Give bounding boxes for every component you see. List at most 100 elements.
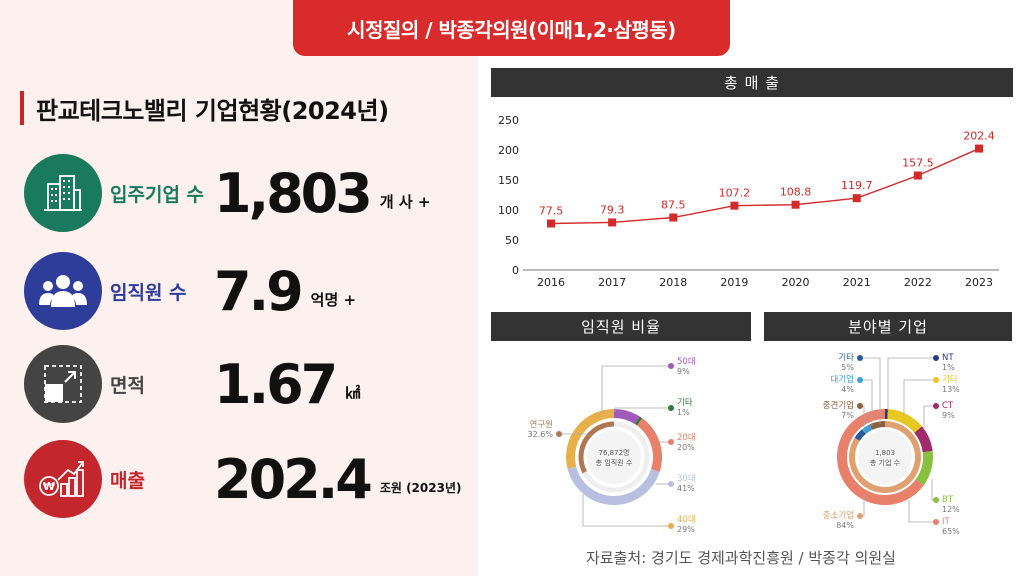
callout-dot [857,355,863,361]
callout-line [582,494,671,527]
data-point [608,218,617,227]
data-point [669,213,678,222]
center-label: 총 기업 수 [870,458,901,467]
callout-line [923,405,936,430]
slice-label: CT [942,401,954,411]
slice-pct: 41% [677,484,695,493]
employee-chart-header: 임직원 비율 [491,312,751,341]
employee-slice [567,466,660,505]
stat-value: 7.9 [214,259,304,323]
stat-label: 임직원 수 [110,281,187,304]
callout-dot [668,405,674,411]
callout-dot [933,403,939,409]
x-tick-label: 2019 [720,276,748,289]
slice-label: 30대 [677,474,696,484]
donut-center [858,430,912,484]
slice-label: 연구원 [530,420,553,430]
y-tick-label: 0 [512,264,519,277]
employee-slice [614,409,640,425]
callout-dot [933,355,939,361]
data-point [547,219,555,228]
section-title-accent [20,91,24,125]
callout-dot [933,377,939,383]
data-point [852,194,861,203]
slice-label: BT [942,495,954,505]
data-label: 202.4 [963,130,995,143]
stat-unit: 조원 (2023년) [379,480,462,495]
stat-label: 입주기업 수 [110,183,205,206]
section-title: 판교테크노밸리 기업현황(2024년) [20,90,389,126]
slice-pct: 29% [677,525,695,534]
sector-outer-slice [887,409,922,433]
slice-label: 기타 [838,353,854,363]
callout-dot [857,403,863,409]
callout-dot [668,523,674,529]
callout-dot [668,481,674,487]
slice-label: 20대 [677,433,696,443]
source-note: 자료출처: 경기도 경제과학진흥원 / 박종각 의원실 [586,549,896,567]
data-label: 79.3 [600,203,625,216]
stat-label: 면적 [110,374,145,397]
slice-pct: 12% [942,505,960,514]
research-ring-slice [578,421,614,474]
data-label: 108.8 [780,186,812,199]
slice-pct: 7% [841,411,854,420]
x-tick-label: 2017 [598,276,626,289]
slice-label: 기타 [942,375,958,385]
slice-label: NT [942,353,954,363]
data-point [913,171,922,180]
slice-label: 40대 [677,515,696,525]
revenue-chart-header: 총 매 출 [491,68,1013,97]
stat-unit: 억명 + [310,290,357,309]
sector-outer-slice [915,450,933,486]
slice-pct: 20% [677,443,695,452]
employee-slice [634,416,643,426]
employee-slice [636,418,662,472]
people-icon [24,252,102,330]
x-tick-label: 2023 [965,276,993,289]
x-tick-label: 2022 [904,276,932,289]
buildings-icon [24,154,102,232]
slice-pct: 65% [942,527,960,536]
slice-pct: 9% [942,411,955,420]
area-expand-icon [24,345,102,423]
stat-value: 1.67 [214,352,338,416]
y-tick-label: 150 [498,174,519,187]
callout-line [860,357,881,424]
x-tick-label: 2016 [537,276,565,289]
y-tick-label: 200 [498,144,519,157]
sector-chart-header: 분야별 기업 [764,312,1012,341]
slice-label: 50대 [677,357,696,367]
slice-pct: 1% [942,363,955,372]
stat-unit: 개 사 + [379,192,431,211]
callout-dot [668,439,674,445]
stat-value: 202.4 [214,447,373,511]
data-point [791,200,800,209]
section-title-text: 판교테크노밸리 기업현황(2024년) [36,96,389,125]
svg-text:₩: ₩ [43,480,55,493]
slice-label: IT [942,517,951,527]
callout-line [903,379,936,416]
callout-dot [933,497,939,503]
slice-pct: 32.6% [528,430,554,439]
stat-label: 매출 [110,469,145,492]
slice-label: 중견기업 [823,400,854,411]
center-value: 1,803 [875,449,895,457]
slice-pct: 1% [677,408,690,417]
x-tick-label: 2021 [843,276,871,289]
callout-dot [556,431,562,437]
callout-line [908,500,936,523]
callout-line [601,365,671,414]
slice-label: 대기업 [831,375,854,385]
stat-area: 면적 1.67 ㎢ [24,345,360,423]
employee-slice [566,409,614,469]
sector-outer-slice [914,426,933,453]
callout-line [860,379,873,426]
revenue-series-line [550,147,980,225]
data-label: 157.5 [902,157,934,170]
callout-dot [857,377,863,383]
data-label: 77.5 [539,205,564,218]
size-inner-slice [869,421,885,430]
